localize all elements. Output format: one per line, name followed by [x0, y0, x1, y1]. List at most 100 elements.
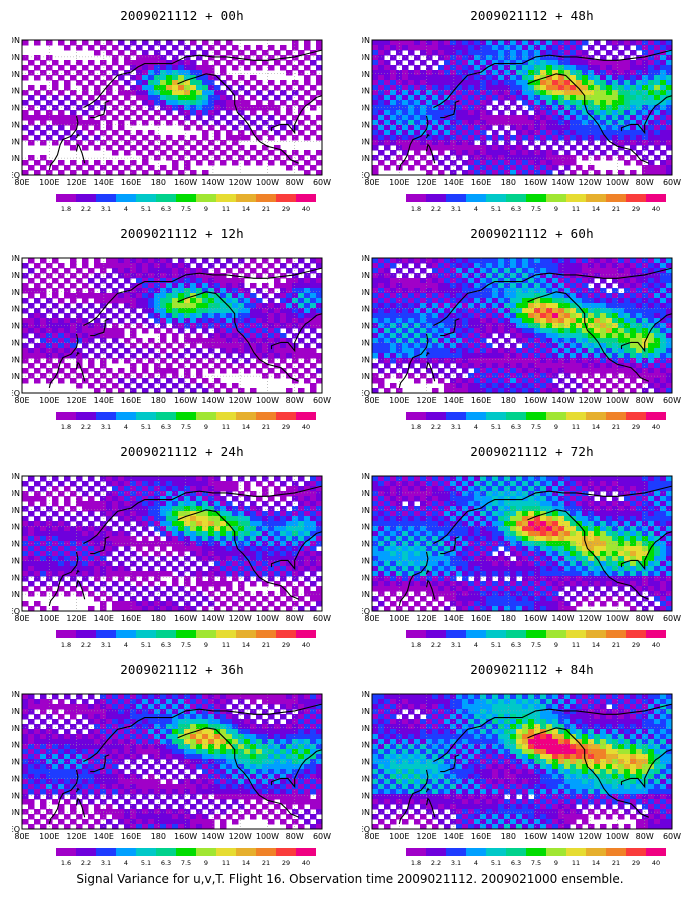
variance-map: 80N 70N 60N 50N 40N 30N 20N 10N EQ80E 100E 120E 140… — [362, 36, 681, 213]
colorbar-label: 4 — [124, 859, 128, 867]
map-frame — [371, 475, 673, 612]
coastlines — [48, 703, 322, 825]
colorbar-swatch — [236, 412, 256, 420]
colorbar-swatch — [216, 194, 236, 202]
lon-label: 140E — [94, 178, 114, 187]
variance-map: 80N 70N 60N 50N 40N 30N 20N 10N EQ80E 100E 120E 140… — [362, 690, 681, 867]
map-frame — [371, 39, 673, 176]
coastlines — [48, 267, 322, 389]
colorbar-swatch — [566, 630, 586, 638]
lon-label: 160E — [471, 832, 491, 841]
colorbar-label: 5.1 — [491, 859, 501, 867]
colorbar-swatch — [506, 848, 526, 856]
colorbar-label: 5.1 — [141, 641, 151, 649]
colorbar-label: 9 — [554, 641, 558, 649]
colorbar-swatch — [506, 194, 526, 202]
colorbar-swatch — [566, 848, 586, 856]
colorbar-label: 9 — [204, 205, 208, 213]
colorbar-swatch — [296, 848, 316, 856]
lon-label: 80E — [14, 396, 29, 405]
lat-label: 30N — [362, 556, 370, 565]
colorbar-swatch — [156, 630, 176, 638]
colorbar-label: 21 — [612, 423, 620, 431]
colorbar-label: 6.3 — [161, 641, 171, 649]
lat-label: 20N — [12, 355, 20, 364]
lat-label: 60N — [362, 724, 370, 733]
lon-label: 80W — [636, 396, 654, 405]
colorbar-swatch — [466, 848, 486, 856]
colorbar-label: 2.2 — [81, 641, 91, 649]
lon-label: 120E — [66, 178, 86, 187]
variance-map: 80N 70N 60N 50N 40N 30N 20N 10N EQ80E 100E 120E 140… — [362, 254, 681, 431]
colorbar-label: 11 — [572, 423, 580, 431]
colorbar-label: 4 — [124, 205, 128, 213]
panel-title: 2009021112 + 60h — [470, 226, 594, 241]
lat-label: 50N — [362, 305, 370, 314]
lon-label: 140W — [201, 614, 224, 623]
lon-label: 140W — [201, 178, 224, 187]
colorbar-label: 11 — [222, 205, 230, 213]
colorbar-label: 7.5 — [531, 859, 541, 867]
lon-label: 160W — [524, 178, 547, 187]
colorbar-swatch — [256, 412, 276, 420]
colorbar-swatch — [76, 412, 96, 420]
lat-label: 10N — [362, 372, 370, 381]
lat-label: 10N — [12, 154, 20, 163]
colorbar-swatch — [136, 412, 156, 420]
colorbar-label: 9 — [554, 423, 558, 431]
colorbar-swatch — [566, 412, 586, 420]
lat-label: 80N — [12, 36, 20, 45]
colorbar-label: 29 — [632, 641, 640, 649]
lon-label: 120E — [66, 396, 86, 405]
variance-map: 80N 70N 60N 50N 40N 30N 20N 10N EQ80E 100E 120E 140… — [12, 254, 331, 431]
lat-label: 40N — [12, 322, 20, 331]
colorbar-label: 40 — [302, 423, 310, 431]
lon-label: 80E — [14, 614, 29, 623]
colorbar-label: 6.3 — [511, 859, 521, 867]
colorbar-label: 9 — [204, 423, 208, 431]
colorbar-label: 40 — [652, 205, 660, 213]
colorbar-swatch — [446, 194, 466, 202]
lat-label: 40N — [362, 322, 370, 331]
lon-label: 80W — [286, 396, 304, 405]
colorbar-label: 2.2 — [431, 859, 441, 867]
colorbar-label: 4 — [474, 423, 478, 431]
lon-label: 160W — [524, 614, 547, 623]
graticule — [372, 694, 672, 829]
lon-label: 60W — [663, 614, 681, 623]
colorbar-swatch — [156, 412, 176, 420]
map-frame — [371, 693, 673, 830]
colorbar-label: 6.3 — [511, 641, 521, 649]
lon-label: 140E — [444, 178, 464, 187]
colorbar-swatch — [136, 848, 156, 856]
lon-label: 120W — [579, 396, 602, 405]
colorbar-swatch — [646, 630, 666, 638]
colorbar-swatch — [586, 848, 606, 856]
colorbar-label: 21 — [262, 859, 270, 867]
colorbar-label: 11 — [222, 641, 230, 649]
colorbar-swatch — [216, 412, 236, 420]
colorbar-swatch — [176, 194, 196, 202]
panel-title: 2009021112 + 24h — [120, 444, 244, 459]
lat-label: 20N — [362, 791, 370, 800]
lon-label: 80W — [636, 832, 654, 841]
colorbar-swatch — [56, 630, 76, 638]
colorbar-label: 6.3 — [161, 205, 171, 213]
colorbar-label: 9 — [554, 205, 558, 213]
colorbar-label: 6.3 — [511, 423, 521, 431]
colorbar-swatch — [256, 194, 276, 202]
colorbar-label: 7.5 — [181, 423, 191, 431]
colorbar-label: 5.1 — [141, 423, 151, 431]
lat-label: 10N — [12, 590, 20, 599]
colorbar-swatch — [276, 194, 296, 202]
lat-label: 60N — [12, 506, 20, 515]
colorbar-swatch — [546, 848, 566, 856]
lat-label: 60N — [362, 506, 370, 515]
lon-label: 100E — [39, 178, 59, 187]
colorbar-swatch — [296, 630, 316, 638]
colorbar-swatch — [216, 848, 236, 856]
lat-label: 40N — [362, 540, 370, 549]
colorbar-label: 21 — [262, 641, 270, 649]
colorbar-swatch — [586, 194, 606, 202]
lon-label: 120W — [229, 178, 252, 187]
